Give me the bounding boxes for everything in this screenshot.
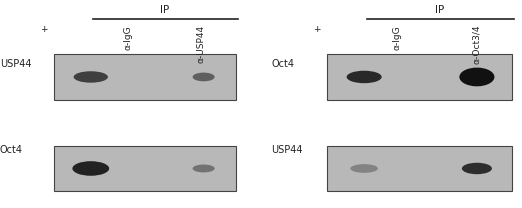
- FancyBboxPatch shape: [327, 146, 512, 191]
- Text: Oct4: Oct4: [0, 145, 23, 155]
- Text: α-USP44: α-USP44: [197, 25, 206, 63]
- Text: +: +: [313, 25, 321, 34]
- FancyBboxPatch shape: [54, 146, 235, 191]
- Ellipse shape: [74, 71, 108, 83]
- Text: α-IgG: α-IgG: [123, 25, 132, 50]
- Ellipse shape: [350, 164, 378, 173]
- Text: USP44: USP44: [0, 59, 31, 69]
- Text: α-IgG: α-IgG: [392, 25, 401, 50]
- FancyBboxPatch shape: [327, 54, 512, 100]
- Text: +: +: [40, 25, 48, 34]
- Ellipse shape: [73, 161, 109, 176]
- Ellipse shape: [347, 71, 382, 83]
- FancyBboxPatch shape: [54, 54, 235, 100]
- Text: USP44: USP44: [271, 145, 303, 155]
- Ellipse shape: [459, 68, 494, 86]
- Text: IP: IP: [435, 5, 444, 15]
- Ellipse shape: [462, 163, 492, 174]
- Text: Oct4: Oct4: [271, 59, 294, 69]
- Ellipse shape: [193, 165, 215, 172]
- Text: α-Oct3/4: α-Oct3/4: [472, 25, 481, 64]
- Text: IP: IP: [160, 5, 169, 15]
- Ellipse shape: [193, 73, 215, 81]
